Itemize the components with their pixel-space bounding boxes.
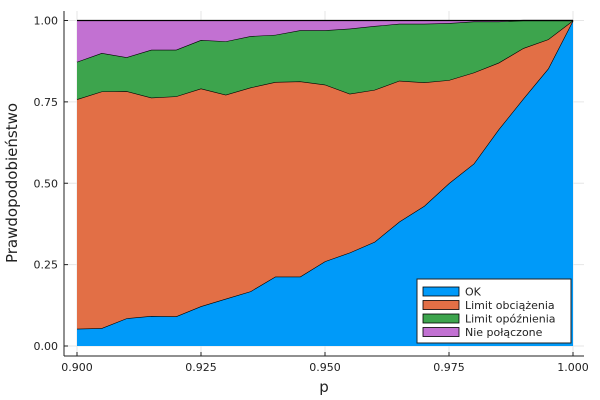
legend-entry: Nie połączone [465,326,543,339]
y-axis-label: Prawdopodobieństwo [3,103,21,263]
area-0 [77,20,573,346]
legend-swatch [422,327,460,337]
y-tick-label: 0.00 [34,340,59,353]
legend-entry: Limit opóźnienia [465,313,556,326]
area-1 [77,20,573,329]
y-tick-label: 1.00 [34,15,59,28]
x-tick-label: 0.900 [61,361,93,374]
legend-swatch [422,300,460,310]
legend-entry: Limit obciążenia [465,299,555,312]
y-tick-label: 0.25 [34,259,59,272]
legend-swatch [422,286,460,297]
x-tick-label: 0.950 [309,361,341,374]
area-3 [77,20,573,62]
x-tick-label: 1.000 [557,361,589,374]
y-tick-label: 0.50 [34,177,59,190]
x-tick-label: 0.925 [185,361,217,374]
legend-entry: OK [465,286,482,299]
y-tick-label: 0.75 [34,96,59,109]
legend-swatch [422,313,460,324]
x-axis-label: p [319,378,329,396]
area-series [76,19,574,346]
tick-labels: 0.900 0.925 0.950 0.975 1.000 0.00 0.25 0.50 0.7… [34,15,589,375]
x-tick-label: 0.975 [433,361,465,374]
